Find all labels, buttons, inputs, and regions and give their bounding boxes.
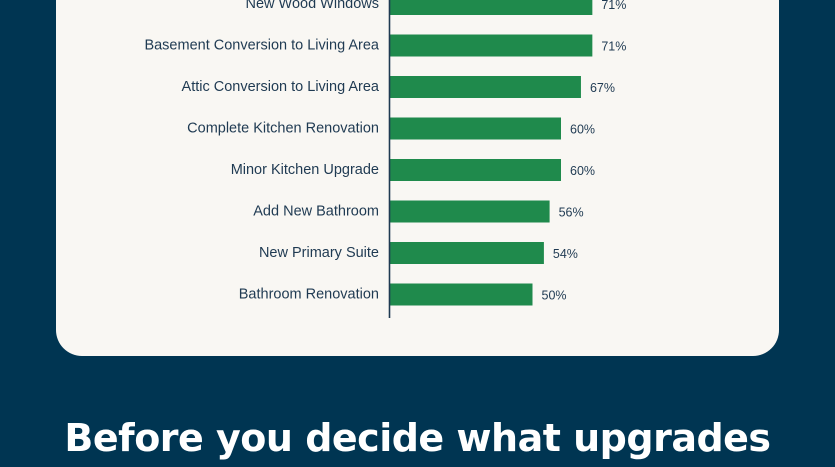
category-label: Bathroom Renovation: [239, 287, 379, 303]
bar: [390, 159, 561, 181]
value-label: 56%: [559, 206, 584, 220]
bar: [390, 117, 561, 140]
bar: [390, 0, 593, 15]
value-label: 60%: [570, 164, 595, 178]
value-label: 60%: [570, 123, 595, 137]
bar: [390, 200, 550, 223]
value-label: 67%: [590, 81, 615, 95]
category-label: Attic Conversion to Living Area: [182, 79, 380, 95]
category-label: Basement Conversion to Living Area: [144, 38, 379, 54]
value-label: 71%: [601, 0, 626, 12]
value-label: 54%: [553, 247, 578, 261]
value-label: 50%: [542, 289, 567, 303]
bar: [390, 34, 593, 57]
headline: Before you decide what upgrades: [64, 416, 771, 460]
category-label: Minor Kitchen Upgrade: [231, 162, 379, 178]
category-label: New Wood Windows: [245, 0, 379, 12]
bar: [390, 76, 581, 98]
category-label: Complete Kitchen Renovation: [187, 121, 379, 137]
category-label: Add New Bathroom: [253, 204, 379, 220]
bars-layer: New Wood Windows 71% Basement Conversion t…: [144, 0, 626, 306]
bar: [390, 242, 544, 264]
bar: [390, 283, 533, 306]
value-label: 71%: [601, 40, 626, 54]
category-label: New Primary Suite: [259, 245, 379, 261]
